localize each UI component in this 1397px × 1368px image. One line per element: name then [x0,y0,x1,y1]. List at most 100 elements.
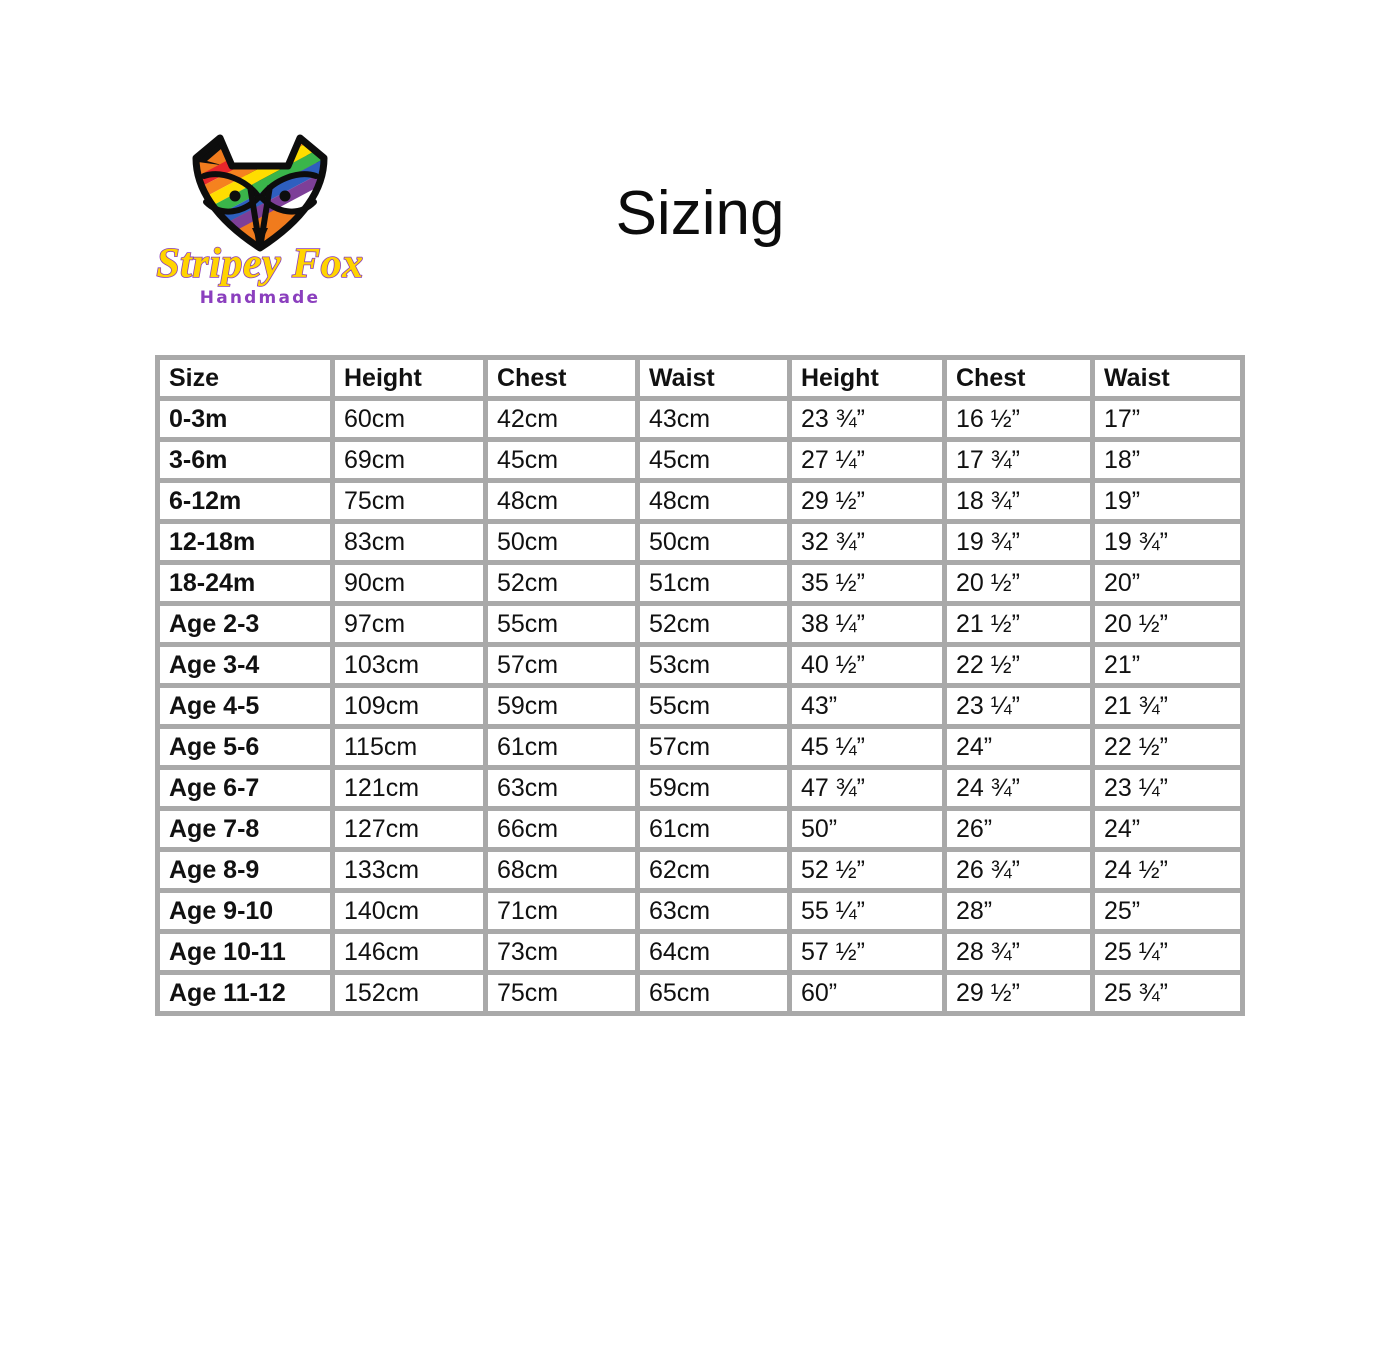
measurement-cell: 51cm [640,565,792,606]
measurement-cell: 40 ½” [792,647,947,688]
column-header-0: Size [160,360,335,401]
measurement-cell: 20 ½” [947,565,1095,606]
measurement-cell: 59cm [488,688,640,729]
measurement-cell: 60cm [335,401,488,442]
measurement-cell: 26 ¾” [947,852,1095,893]
measurement-cell: 146cm [335,934,488,975]
column-header-4: Height [792,360,947,401]
column-header-1: Height [335,360,488,401]
table-row: 0-3m 60cm 42cm 43cm 23 ¾” 16 ½” 17” [160,401,1240,442]
measurement-cell: 27 ¼” [792,442,947,483]
measurement-cell: 97cm [335,606,488,647]
size-label-cell: Age 5-6 [160,729,335,770]
measurement-cell: 28 ¾” [947,934,1095,975]
size-label-cell: Age 6-7 [160,770,335,811]
measurement-cell: 68cm [488,852,640,893]
measurement-cell: 32 ¾” [792,524,947,565]
measurement-cell: 133cm [335,852,488,893]
size-label-cell: 6-12m [160,483,335,524]
measurement-cell: 52cm [640,606,792,647]
measurement-cell: 121cm [335,770,488,811]
measurement-cell: 48cm [640,483,792,524]
measurement-cell: 64cm [640,934,792,975]
measurement-cell: 20” [1095,565,1240,606]
measurement-cell: 57cm [488,647,640,688]
table-row: Age 8-9 133cm 68cm 62cm 52 ½” 26 ¾” 24 ½” [160,852,1240,893]
brand-logo: Stripey Fox Handmade [148,132,372,308]
size-label-cell: Age 9-10 [160,893,335,934]
column-header-5: Chest [947,360,1095,401]
brand-wordmark: Stripey Fox [156,240,364,288]
measurement-cell: 140cm [335,893,488,934]
measurement-cell: 57 ½” [792,934,947,975]
measurement-cell: 127cm [335,811,488,852]
fox-head-rainbow-icon [188,132,332,254]
measurement-cell: 23 ¼” [1095,770,1240,811]
measurement-cell: 50” [792,811,947,852]
size-label-cell: Age 10-11 [160,934,335,975]
measurement-cell: 55cm [640,688,792,729]
column-header-6: Waist [1095,360,1240,401]
measurement-cell: 24” [1095,811,1240,852]
measurement-cell: 59cm [640,770,792,811]
measurement-cell: 62cm [640,852,792,893]
measurement-cell: 22 ½” [947,647,1095,688]
size-label-cell: Age 3-4 [160,647,335,688]
measurement-cell: 29 ½” [947,975,1095,1011]
measurement-cell: 109cm [335,688,488,729]
measurement-cell: 18 ¾” [947,483,1095,524]
table-row: Age 6-7 121cm 63cm 59cm 47 ¾” 24 ¾” 23 ¼” [160,770,1240,811]
measurement-cell: 22 ½” [1095,729,1240,770]
size-label-cell: 0-3m [160,401,335,442]
table-row: Age 4-5 109cm 59cm 55cm 43” 23 ¼” 21 ¾” [160,688,1240,729]
measurement-cell: 61cm [640,811,792,852]
page-title: Sizing [615,179,785,248]
table-row: Age 2-3 97cm 55cm 52cm 38 ¼” 21 ½” 20 ½” [160,606,1240,647]
measurement-cell: 48cm [488,483,640,524]
measurement-cell: 19” [1095,483,1240,524]
measurement-cell: 45 ¼” [792,729,947,770]
brand-tagline: Handmade [199,288,321,308]
measurement-cell: 52 ½” [792,852,947,893]
table-row: 3-6m 69cm 45cm 45cm 27 ¼” 17 ¾” 18” [160,442,1240,483]
measurement-cell: 83cm [335,524,488,565]
size-label-cell: Age 8-9 [160,852,335,893]
measurement-cell: 23 ¼” [947,688,1095,729]
measurement-cell: 25 ¼” [1095,934,1240,975]
measurement-cell: 73cm [488,934,640,975]
measurement-cell: 65cm [640,975,792,1011]
table-row: 18-24m 90cm 52cm 51cm 35 ½” 20 ½” 20” [160,565,1240,606]
measurement-cell: 19 ¾” [1095,524,1240,565]
measurement-cell: 25” [1095,893,1240,934]
column-header-2: Chest [488,360,640,401]
measurement-cell: 50cm [488,524,640,565]
column-header-3: Waist [640,360,792,401]
measurement-cell: 21 ¾” [1095,688,1240,729]
table-row: Age 9-10 140cm 71cm 63cm 55 ¼” 28” 25” [160,893,1240,934]
measurement-cell: 50cm [640,524,792,565]
size-label-cell: Age 7-8 [160,811,335,852]
measurement-cell: 45cm [640,442,792,483]
measurement-cell: 61cm [488,729,640,770]
measurement-cell: 43cm [640,401,792,442]
measurement-cell: 24 ½” [1095,852,1240,893]
measurement-cell: 71cm [488,893,640,934]
sizing-table-container: Size Height Chest Waist Height Chest Waist 0-3m… [155,355,1245,1016]
measurement-cell: 26” [947,811,1095,852]
measurement-cell: 18” [1095,442,1240,483]
measurement-cell: 19 ¾” [947,524,1095,565]
table-row: Age 10-11 146cm 73cm 64cm 57 ½” 28 ¾” 25 ¼” [160,934,1240,975]
measurement-cell: 45cm [488,442,640,483]
size-label-cell: 12-18m [160,524,335,565]
sizing-table: Size Height Chest Waist Height Chest Waist 0-3m… [155,355,1245,1016]
table-row: Age 5-6 115cm 61cm 57cm 45 ¼” 24” 22 ½” [160,729,1240,770]
measurement-cell: 28” [947,893,1095,934]
measurement-cell: 20 ½” [1095,606,1240,647]
measurement-cell: 47 ¾” [792,770,947,811]
measurement-cell: 60” [792,975,947,1011]
table-row: 6-12m 75cm 48cm 48cm 29 ½” 18 ¾” 19” [160,483,1240,524]
measurement-cell: 23 ¾” [792,401,947,442]
size-label-cell: Age 2-3 [160,606,335,647]
measurement-cell: 63cm [640,893,792,934]
table-row: Age 7-8 127cm 66cm 61cm 50” 26” 24” [160,811,1240,852]
